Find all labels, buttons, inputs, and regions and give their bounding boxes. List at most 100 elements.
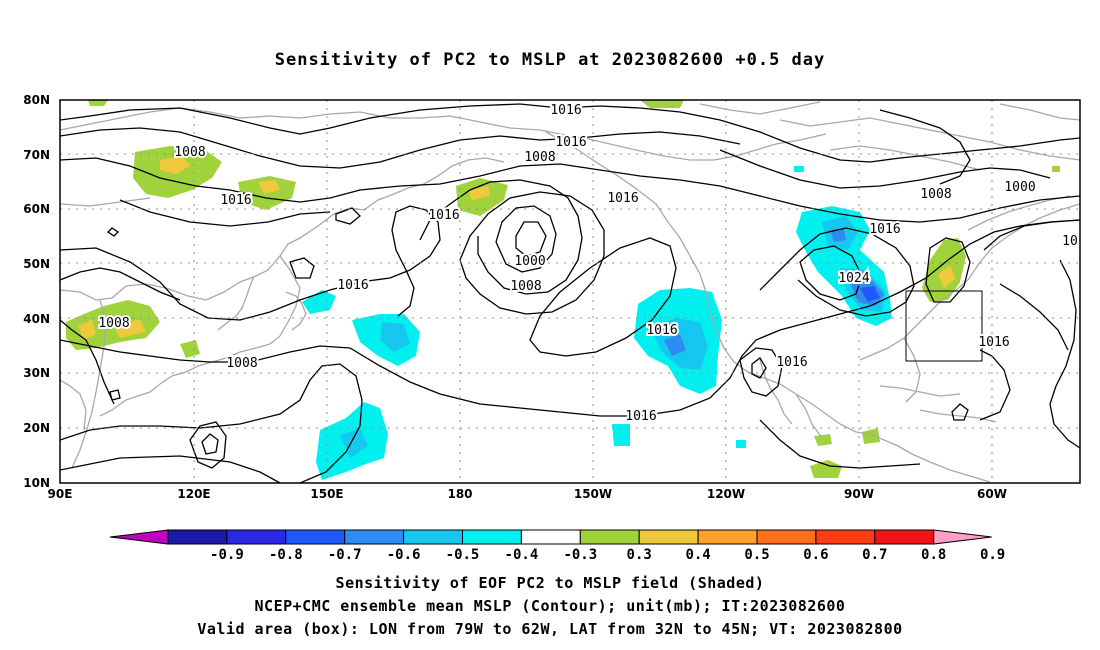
positive-shade: [160, 156, 190, 174]
mslp-contours: [60, 103, 1080, 483]
negative-shade: [736, 440, 746, 448]
colorbar-segment: [874, 529, 935, 545]
positive-shade: [938, 266, 956, 288]
lat-label: 10N: [23, 476, 50, 490]
colorbar-tick-label: -0.7: [328, 547, 362, 563]
lat-label: 30N: [23, 366, 50, 380]
contour-label: 1008: [524, 150, 555, 165]
map-frame: [59, 99, 1081, 484]
contour-label: 1008: [174, 145, 205, 160]
negative-shade: [860, 286, 880, 302]
contour-label: 1008: [920, 187, 951, 202]
contour-label: 1016: [550, 103, 581, 118]
colorbar-segment: [815, 529, 876, 545]
colorbar-tick-label: 0.4: [685, 547, 710, 563]
colorbar-tick-label: -0.5: [446, 547, 480, 563]
colorbar-tick-label: -0.6: [387, 547, 421, 563]
plot-title: Sensitivity of PC2 to MSLP at 2023082600…: [274, 50, 826, 70]
negative-shade: [794, 166, 804, 172]
colorbar-max-arrow: [933, 529, 992, 545]
positive-shade: [78, 320, 96, 340]
contour-label: 1016: [607, 191, 638, 206]
lon-label: 180: [447, 487, 472, 501]
colorbar-segment: [226, 529, 287, 545]
colorbar-tick-label: 0.8: [921, 547, 946, 563]
colorbar-segment: [638, 529, 699, 545]
positive-shade: [1052, 166, 1060, 172]
colorbar-segment: [285, 529, 346, 545]
lon-label: 150W: [574, 487, 612, 501]
caption-line-2: NCEP+CMC ensemble mean MSLP (Contour); u…: [254, 597, 846, 615]
colorbar-segment: [344, 529, 405, 545]
positive-shade: [468, 186, 490, 200]
lat-label: 80N: [23, 93, 50, 107]
lat-label: 50N: [23, 257, 50, 271]
positive-shade: [258, 180, 280, 194]
colorbar-tick-label: 0.5: [744, 547, 769, 563]
coastlines: [60, 101, 1080, 483]
lon-label: 90E: [48, 487, 73, 501]
lon-label: 120W: [707, 487, 745, 501]
negative-shade: [664, 334, 686, 356]
colorbar-tick-label: 0.9: [980, 547, 1005, 563]
sensitivity-shading: [66, 100, 1060, 480]
valid-area-box: [905, 290, 983, 362]
colorbar: -0.9 -0.8 -0.7 -0.6 -0.5 -0.4 -0.3 0.3 0.4 0.5 0.6…: [109, 529, 1005, 563]
caption-line-3: Valid area (box): LON from 79W to 62W, L…: [197, 620, 903, 638]
contour-label: 1016: [646, 323, 677, 338]
positive-shade: [66, 300, 160, 350]
colorbar-min-arrow: [109, 529, 169, 545]
contour-label: 1016: [625, 409, 656, 424]
colorbar-tick-label: -0.8: [269, 547, 303, 563]
lon-label: 60W: [977, 487, 1007, 501]
graticule: [60, 100, 1080, 483]
contour-label: 1016: [776, 355, 807, 370]
lat-label: 20N: [23, 421, 50, 435]
contour-label: 1008: [226, 356, 257, 371]
lat-axis-labels: 80N 70N 60N 50N 40N 30N 20N 10N: [23, 93, 50, 490]
contour-label: 1016: [978, 335, 1009, 350]
colorbar-segment: [167, 529, 228, 545]
positive-shade: [810, 460, 842, 478]
contour-label: 1016: [869, 222, 900, 237]
contour-label: 1016: [220, 193, 251, 208]
lon-label: 150E: [310, 487, 343, 501]
colorbar-tick-label: -0.9: [210, 547, 244, 563]
contour-label: 1016: [337, 278, 368, 293]
colorbar-segment: [403, 529, 464, 545]
lat-label: 70N: [23, 148, 50, 162]
colorbar-segment: [697, 529, 758, 545]
contour-label: 1024: [838, 271, 869, 286]
contour-label: 1000: [514, 254, 545, 269]
colorbar-tick-label: 0.6: [803, 547, 828, 563]
colorbar-segment: [579, 529, 640, 545]
contour-label: 1008: [510, 279, 541, 294]
positive-shade: [112, 320, 146, 338]
contour-label: 1016: [428, 208, 459, 223]
lat-label: 40N: [23, 312, 50, 326]
contour-label: 1016: [555, 135, 586, 150]
colorbar-segment: [520, 529, 581, 545]
lon-label: 120E: [177, 487, 210, 501]
negative-shade: [612, 424, 630, 446]
colorbar-tick-label: -0.3: [563, 547, 597, 563]
colorbar-tick-label: -0.4: [505, 547, 539, 563]
contour-label: 1008: [98, 316, 129, 331]
contour-label: 10: [1062, 234, 1078, 249]
positive-shade: [180, 340, 200, 358]
colorbar-segment: [756, 529, 817, 545]
negative-shade: [380, 322, 410, 352]
positive-shade: [814, 434, 832, 446]
positive-shade: [88, 100, 108, 106]
lat-label: 60N: [23, 202, 50, 216]
positive-shade: [862, 428, 880, 444]
negative-shade: [830, 228, 846, 242]
lon-label: 90W: [844, 487, 874, 501]
caption-line-1: Sensitivity of EOF PC2 to MSLP field (Sh…: [335, 574, 765, 592]
contour-labels: 1016 1016 1008 1008 1016 1016 1016 1016 …: [96, 101, 1079, 426]
colorbar-tick-label: 0.7: [862, 547, 887, 563]
contour-label: 1000: [1004, 180, 1035, 195]
colorbar-tick-label: 0.3: [627, 547, 652, 563]
positive-shade: [640, 100, 684, 108]
